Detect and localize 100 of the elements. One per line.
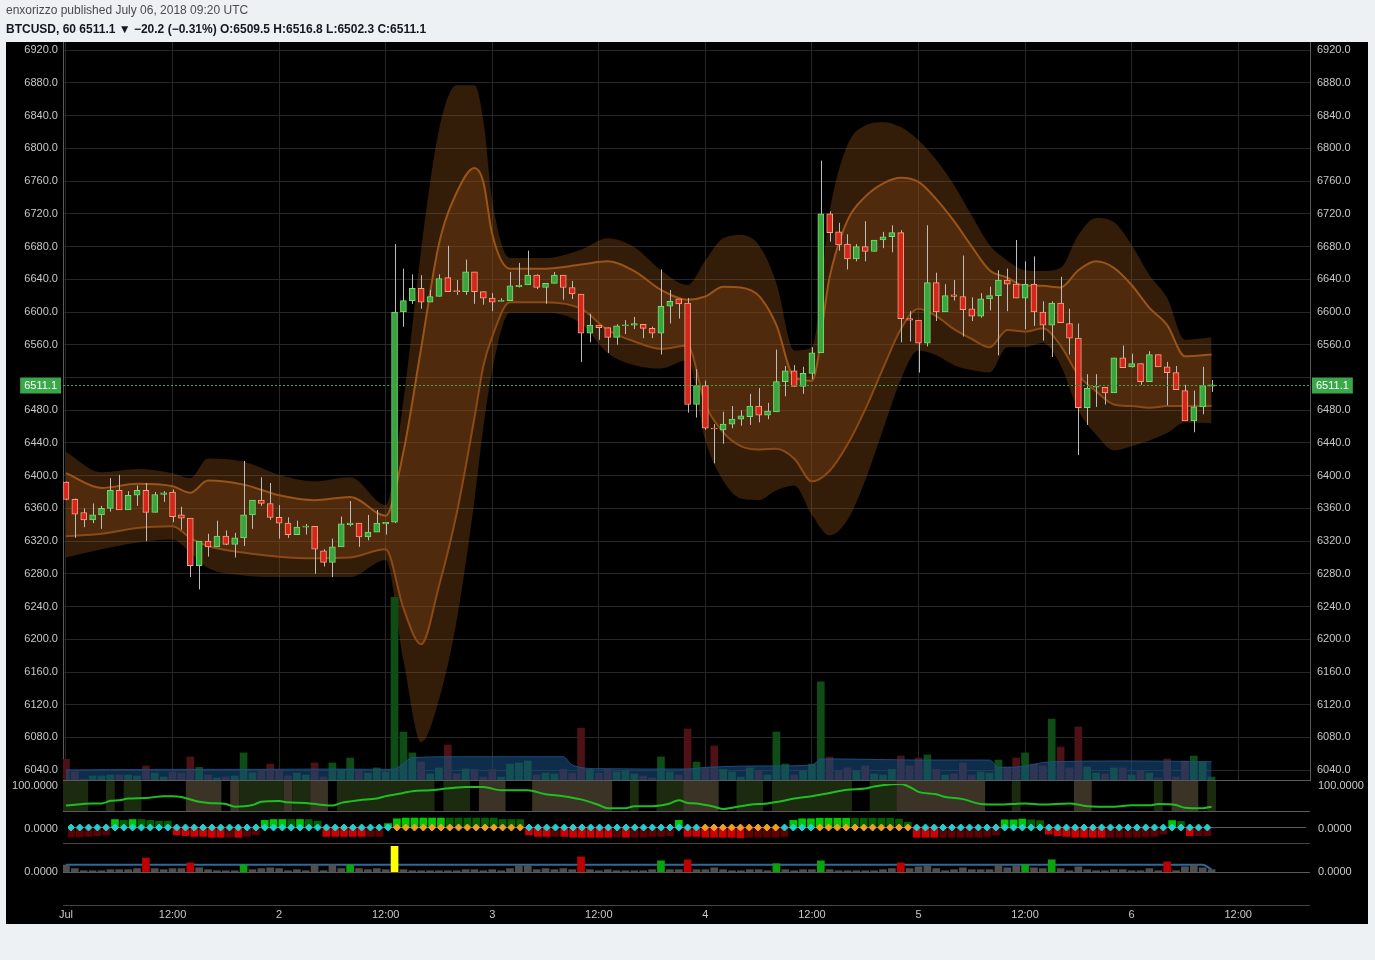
candlestick xyxy=(977,292,984,319)
y2-tick-label: 6320.0 xyxy=(1317,534,1351,547)
candlestick xyxy=(746,393,754,426)
candlestick xyxy=(80,507,88,528)
y-tick-label: 6160.0 xyxy=(24,665,58,678)
candlestick xyxy=(542,282,549,305)
candlestick xyxy=(1190,390,1198,433)
candlestick xyxy=(524,250,532,286)
bar xyxy=(390,846,399,872)
y-tick-label: 6120.0 xyxy=(24,697,58,710)
x-tick-label: 12:00 xyxy=(585,907,613,920)
candlestick xyxy=(408,273,416,305)
y-tick-label: 6600.0 xyxy=(24,305,58,318)
x-tick-label: 12:00 xyxy=(1224,907,1252,920)
bar xyxy=(355,769,363,780)
y-tick-label: 6760.0 xyxy=(24,174,58,187)
bar xyxy=(195,767,203,780)
bar xyxy=(772,863,781,872)
bar xyxy=(470,769,479,780)
candlestick xyxy=(1012,239,1020,299)
text: 0.0000 xyxy=(1318,822,1352,834)
y2-tick-label: 6920.0 xyxy=(1317,43,1351,56)
y-tick-label: 6360.0 xyxy=(24,501,58,514)
y2-tick-label: 6440.0 xyxy=(1317,435,1351,448)
bar xyxy=(586,769,594,780)
y2-tick-label: 6760.0 xyxy=(1317,174,1351,187)
candlestick xyxy=(258,476,265,507)
y-tick-label: 6720.0 xyxy=(24,206,58,219)
y2-tick-label: 6480.0 xyxy=(1317,403,1351,416)
bar xyxy=(346,864,354,872)
y2-tick-label: 6200.0 xyxy=(1317,632,1351,645)
y2-tick-label: 6560.0 xyxy=(1317,337,1351,350)
candlestick xyxy=(710,423,718,464)
bar xyxy=(1047,718,1056,780)
candlestick xyxy=(337,516,345,548)
y-tick-label: 6320.0 xyxy=(24,534,58,547)
candlestick xyxy=(826,210,834,243)
text: 0.0000 xyxy=(24,821,58,835)
candlestick xyxy=(329,538,336,578)
chart-title: enxorizzo published July 06, 2018 09:20 UTC xyxy=(6,3,249,17)
candlestick xyxy=(604,327,612,354)
candlestick xyxy=(107,477,114,513)
bar xyxy=(1021,752,1029,780)
x-tick-label: 6 xyxy=(1128,907,1135,920)
bar xyxy=(1110,767,1118,780)
candlestick xyxy=(240,460,247,547)
bar xyxy=(932,769,941,780)
candlestick xyxy=(559,274,567,301)
candlestick xyxy=(249,499,256,530)
y2-tick-label: 6360.0 xyxy=(1317,501,1351,514)
candlestick xyxy=(1163,361,1171,406)
x-tick-label: 12:00 xyxy=(158,907,187,920)
text: 0.0000 xyxy=(1318,865,1352,877)
candlestick xyxy=(986,286,993,311)
y2-tick-label: 6280.0 xyxy=(1317,566,1351,579)
candlestick xyxy=(755,387,762,423)
y-tick-label: 6280.0 xyxy=(24,566,58,579)
y-tick-label: 6560.0 xyxy=(24,337,58,350)
y-tick-label: 6400.0 xyxy=(24,468,58,481)
x-tick-label: 12:00 xyxy=(798,907,826,920)
candlestick xyxy=(400,268,407,328)
x-tick-label: Jul xyxy=(58,907,73,920)
y2-tick-label: 6400.0 xyxy=(1317,468,1351,481)
candlestick xyxy=(1003,268,1011,312)
candlestick xyxy=(266,482,274,521)
y2-tick-label: 6720.0 xyxy=(1317,206,1351,219)
candlestick xyxy=(231,532,239,558)
y2-tick-label: 6800.0 xyxy=(1317,141,1351,154)
y-tick-label: 6480.0 xyxy=(24,403,58,416)
candlestick xyxy=(1048,300,1056,358)
y-tick-label: 6880.0 xyxy=(24,75,58,88)
candlestick xyxy=(968,296,976,322)
candlestick xyxy=(888,224,896,253)
x-tick-label: 4 xyxy=(702,907,709,920)
text: 100.0000 xyxy=(1318,779,1364,791)
y2-tick-label: 6640.0 xyxy=(1317,272,1351,285)
bar xyxy=(221,776,230,780)
bar xyxy=(390,597,399,780)
candlestick xyxy=(506,271,514,302)
bar xyxy=(1163,861,1171,872)
y-tick-label: 6440.0 xyxy=(24,435,58,448)
bar xyxy=(577,856,585,872)
candlestick xyxy=(835,222,842,252)
candlestick xyxy=(98,505,105,530)
ref-line-label: 6511.1 xyxy=(24,378,57,391)
bar xyxy=(186,862,195,872)
text: 100.0000 xyxy=(12,778,58,792)
candlestick xyxy=(666,289,674,324)
bar xyxy=(1118,767,1127,780)
text: 0.0000 xyxy=(24,864,58,878)
candlestick xyxy=(311,525,318,575)
y2-tick-label: 6240.0 xyxy=(1317,599,1351,612)
candlestick xyxy=(622,319,629,335)
x-tick-label: 3 xyxy=(489,907,496,920)
y-tick-label: 6040.0 xyxy=(24,763,58,776)
y-tick-label: 6800.0 xyxy=(24,141,58,154)
y2-tick-label: 6880.0 xyxy=(1317,75,1351,88)
y-tick-label: 6840.0 xyxy=(24,108,58,121)
candlestick xyxy=(462,259,469,296)
x-tick-label: 2 xyxy=(276,907,283,920)
